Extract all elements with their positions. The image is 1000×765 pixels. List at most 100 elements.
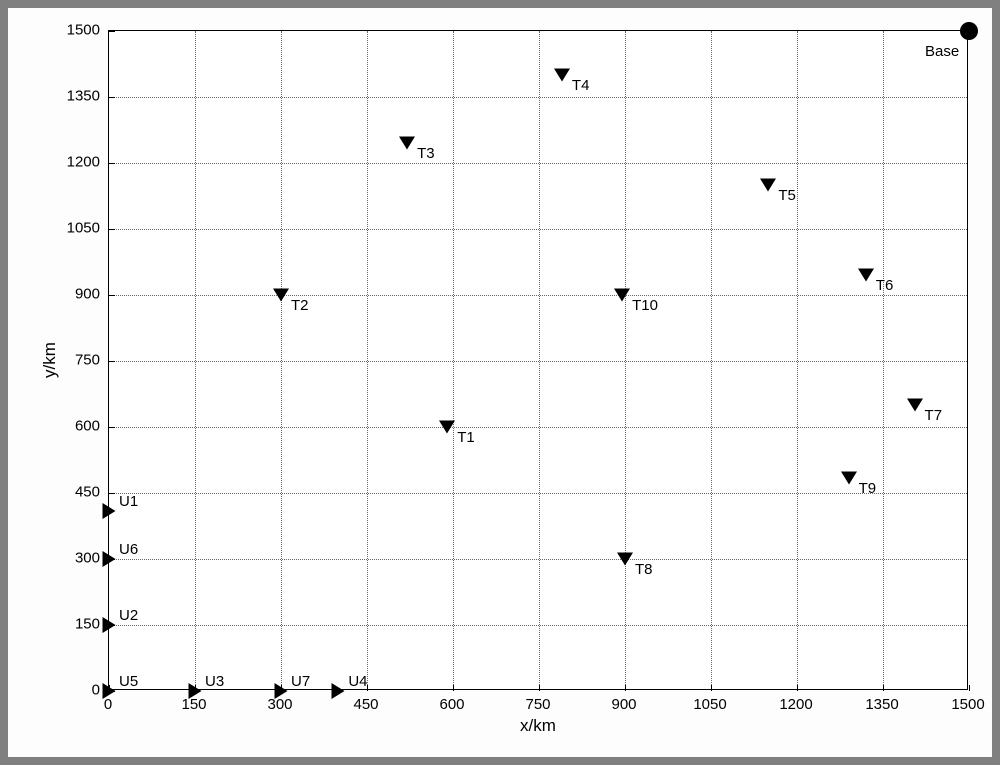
gridline-vertical bbox=[453, 31, 454, 689]
triangle-down-icon bbox=[841, 471, 857, 484]
gridline-horizontal bbox=[109, 493, 967, 494]
triangle-down-icon bbox=[858, 269, 874, 282]
y-tick-label: 0 bbox=[92, 682, 100, 699]
x-tick bbox=[969, 685, 970, 691]
triangle-down-icon bbox=[907, 399, 923, 412]
x-tick-label: 150 bbox=[181, 696, 206, 713]
y-tick bbox=[109, 427, 115, 428]
triangle-down-icon bbox=[614, 289, 630, 302]
triangle-right-icon bbox=[332, 683, 345, 699]
y-tick-label: 750 bbox=[75, 352, 100, 369]
gridline-vertical bbox=[367, 31, 368, 689]
target-marker-t1 bbox=[439, 421, 455, 434]
x-axis-label: x/km bbox=[520, 716, 556, 736]
point-label-t8: T8 bbox=[635, 561, 653, 578]
y-tick-label: 150 bbox=[75, 616, 100, 633]
triangle-down-icon bbox=[439, 421, 455, 434]
unit-marker-u6 bbox=[103, 551, 116, 567]
y-tick bbox=[109, 361, 115, 362]
y-tick-label: 1350 bbox=[67, 88, 100, 105]
y-tick-label: 300 bbox=[75, 550, 100, 567]
unit-marker-u1 bbox=[103, 503, 116, 519]
point-label-t5: T5 bbox=[778, 187, 796, 204]
y-tick bbox=[109, 493, 115, 494]
gridline-horizontal bbox=[109, 427, 967, 428]
y-tick bbox=[109, 295, 115, 296]
x-tick-label: 450 bbox=[353, 696, 378, 713]
base-marker-base bbox=[960, 22, 978, 40]
target-marker-t2 bbox=[273, 289, 289, 302]
unit-marker-u4 bbox=[332, 683, 345, 699]
triangle-right-icon bbox=[103, 551, 116, 567]
point-label-u1: U1 bbox=[119, 493, 138, 510]
target-marker-t3 bbox=[399, 137, 415, 150]
y-tick bbox=[109, 229, 115, 230]
y-tick-label: 1050 bbox=[67, 220, 100, 237]
x-tick-label: 300 bbox=[267, 696, 292, 713]
x-tick-label: 0 bbox=[104, 696, 112, 713]
x-tick bbox=[711, 685, 712, 691]
point-label-t2: T2 bbox=[291, 297, 309, 314]
x-tick bbox=[539, 685, 540, 691]
y-tick bbox=[109, 163, 115, 164]
point-label-t6: T6 bbox=[876, 277, 894, 294]
y-axis-label: y/km bbox=[40, 342, 60, 378]
triangle-down-icon bbox=[760, 179, 776, 192]
x-tick-label: 750 bbox=[525, 696, 550, 713]
target-marker-t5 bbox=[760, 179, 776, 192]
point-label-u2: U2 bbox=[119, 607, 138, 624]
target-marker-t7 bbox=[907, 399, 923, 412]
y-tick bbox=[109, 31, 115, 32]
x-tick-label: 1200 bbox=[779, 696, 812, 713]
triangle-down-icon bbox=[273, 289, 289, 302]
point-label-t4: T4 bbox=[572, 77, 590, 94]
target-marker-t9 bbox=[841, 471, 857, 484]
triangle-down-icon bbox=[617, 553, 633, 566]
target-marker-t10 bbox=[614, 289, 630, 302]
x-tick-label: 600 bbox=[439, 696, 464, 713]
point-label-t1: T1 bbox=[457, 429, 475, 446]
circle-icon bbox=[960, 22, 978, 40]
x-tick bbox=[453, 685, 454, 691]
gridline-vertical bbox=[281, 31, 282, 689]
x-tick bbox=[797, 685, 798, 691]
gridline-horizontal bbox=[109, 97, 967, 98]
point-label-u5: U5 bbox=[119, 673, 138, 690]
x-tick bbox=[883, 685, 884, 691]
y-tick-label: 1200 bbox=[67, 154, 100, 171]
point-label-t7: T7 bbox=[925, 407, 943, 424]
scatter-plot: T1T2T3T4T5T6T7T8T9T10U1U2U3U4U5U6U7Base bbox=[108, 30, 968, 690]
y-tick-label: 900 bbox=[75, 286, 100, 303]
point-label-t9: T9 bbox=[859, 480, 877, 497]
y-tick-label: 600 bbox=[75, 418, 100, 435]
y-tick bbox=[109, 97, 115, 98]
target-marker-t4 bbox=[554, 69, 570, 82]
target-marker-t6 bbox=[858, 269, 874, 282]
gridline-vertical bbox=[195, 31, 196, 689]
gridline-horizontal bbox=[109, 163, 967, 164]
x-tick-label: 1050 bbox=[693, 696, 726, 713]
x-tick-label: 1500 bbox=[951, 696, 984, 713]
gridline-horizontal bbox=[109, 295, 967, 296]
triangle-right-icon bbox=[103, 503, 116, 519]
gridline-horizontal bbox=[109, 625, 967, 626]
x-tick bbox=[625, 685, 626, 691]
target-marker-t8 bbox=[617, 553, 633, 566]
y-tick-label: 1500 bbox=[67, 22, 100, 39]
x-tick-label: 900 bbox=[611, 696, 636, 713]
gridline-horizontal bbox=[109, 559, 967, 560]
triangle-down-icon bbox=[554, 69, 570, 82]
point-label-t10: T10 bbox=[632, 297, 658, 314]
gridline-vertical bbox=[797, 31, 798, 689]
point-label-u4: U4 bbox=[348, 673, 367, 690]
gridline-vertical bbox=[883, 31, 884, 689]
point-label-t3: T3 bbox=[417, 145, 435, 162]
gridline-horizontal bbox=[109, 361, 967, 362]
gridline-vertical bbox=[539, 31, 540, 689]
unit-marker-u2 bbox=[103, 617, 116, 633]
point-label-u3: U3 bbox=[205, 673, 224, 690]
y-tick-label: 450 bbox=[75, 484, 100, 501]
point-label-u7: U7 bbox=[291, 673, 310, 690]
point-label-base: Base bbox=[925, 43, 959, 60]
triangle-down-icon bbox=[399, 137, 415, 150]
